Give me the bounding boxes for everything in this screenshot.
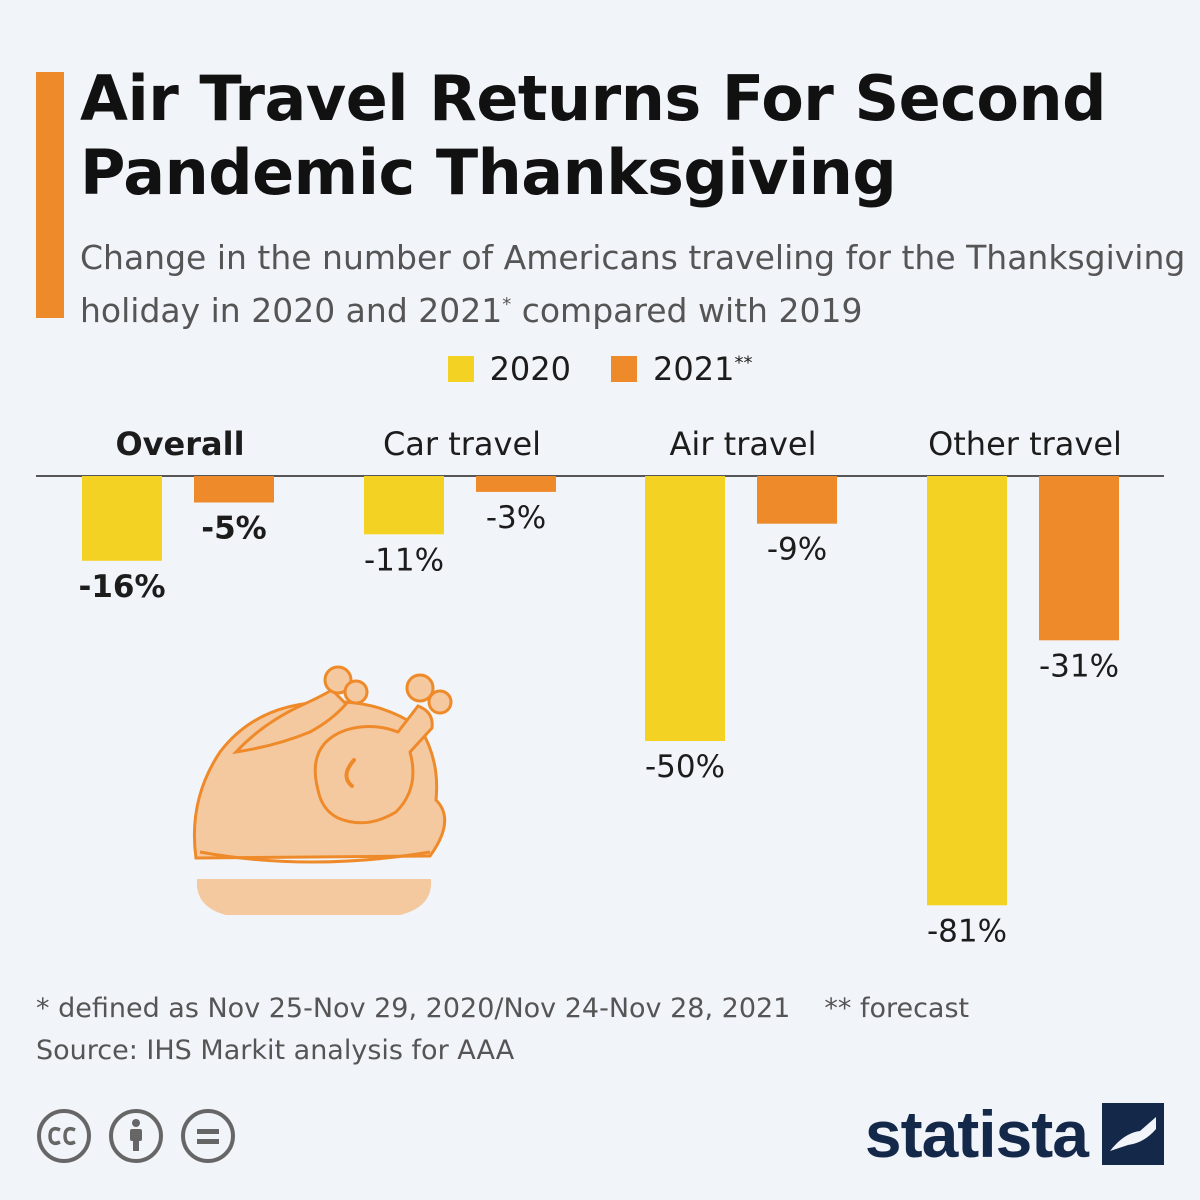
no-derivatives-icon[interactable]: [180, 1108, 236, 1164]
bar-air-travel-2021: [757, 476, 837, 524]
statista-logo-icon: [1102, 1103, 1164, 1165]
data-label-other-travel-2021: -31%: [1039, 648, 1119, 684]
roast-turkey-icon: [192, 665, 453, 915]
legend-label-2021: 2021**: [653, 350, 752, 388]
category-label-car-travel: Car travel: [383, 425, 541, 463]
bar-car-travel-2020: [364, 476, 444, 535]
subtitle-tail: compared with 2019: [511, 291, 863, 330]
footnote-row: * defined as Nov 25-Nov 29, 2020/Nov 24-…: [36, 988, 969, 1030]
bar-car-travel-2021: [476, 476, 556, 492]
brand: statista: [865, 1096, 1164, 1172]
data-label-car-travel-2021: -3%: [486, 500, 546, 536]
data-label-other-travel-2020: -81%: [927, 913, 1007, 949]
legend-swatch-2021: [611, 356, 637, 382]
bar-overall-2020: [82, 476, 162, 561]
page-title: Air Travel Returns For Second Pandemic T…: [80, 62, 1107, 209]
legend-item-2020: 2020: [447, 350, 571, 388]
title-accent-bar: [36, 72, 64, 318]
chart-legend: 2020 2021**: [0, 350, 1200, 388]
source-note: Source: IHS Markit analysis for AAA: [36, 1035, 515, 1066]
attribution-icon[interactable]: [108, 1108, 164, 1164]
legend-label-2021-text: 2021: [653, 350, 735, 388]
category-label-air-travel: Air travel: [670, 425, 817, 463]
cc-icon[interactable]: [36, 1108, 92, 1164]
bar-other-travel-2020: [927, 476, 1007, 906]
data-label-air-travel-2020: -50%: [645, 749, 725, 785]
data-label-car-travel-2020: -11%: [364, 542, 444, 578]
bar-other-travel-2021: [1039, 476, 1119, 641]
brand-name: statista: [864, 1097, 1089, 1171]
legend-item-2021: 2021**: [611, 350, 752, 388]
subtitle: Change in the number of Americans travel…: [80, 234, 1190, 334]
data-label-overall-2020: -16%: [78, 569, 165, 605]
subtitle-footnote-mark: *: [502, 294, 512, 315]
bar-air-travel-2020: [645, 476, 725, 741]
data-label-overall-2021: -5%: [201, 511, 267, 547]
bar-overall-2021: [194, 476, 274, 503]
footnote-forecast: ** forecast: [824, 993, 970, 1024]
legend-label-2020: 2020: [489, 350, 571, 388]
data-label-air-travel-2021: -9%: [767, 532, 827, 568]
subtitle-main: Change in the number of Americans travel…: [80, 238, 1186, 330]
legend-footnote-mark: **: [734, 352, 753, 374]
license-icons: [36, 1108, 236, 1164]
category-label-other-travel: Other travel: [928, 425, 1122, 463]
category-label-overall: Overall: [115, 425, 244, 463]
footnotes: * defined as Nov 25-Nov 29, 2020/Nov 24-…: [36, 988, 969, 1072]
footnote-defined: * defined as Nov 25-Nov 29, 2020/Nov 24-…: [36, 993, 791, 1024]
legend-swatch-2020: [447, 356, 474, 382]
